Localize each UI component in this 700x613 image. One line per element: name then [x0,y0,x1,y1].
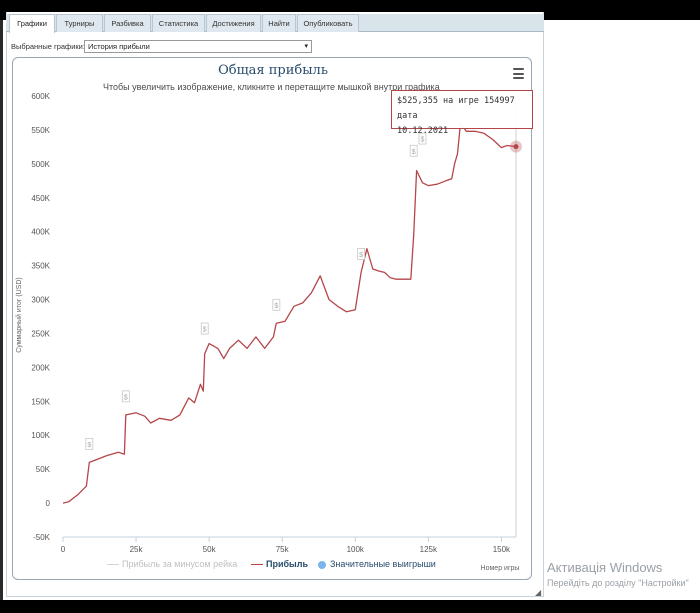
y-tick-label: 0 [46,499,51,508]
legend-item-profit[interactable]: Прибыль [251,559,308,569]
selected-charts-label: Выбранные графики: [11,42,85,51]
big-win-marker-symbol: $ [359,252,363,259]
y-tick-label: 500K [31,160,50,169]
x-axis-label: Номер игры [481,565,520,572]
bottom-black-bar [0,600,700,613]
big-win-marker [85,437,94,450]
data-tooltip: $525,355 на игре 154997 дата 10.12.2021 [391,90,533,136]
legend-label-net-of-rake: Прибыль за минусом рейка [122,559,238,569]
legend-label-profit: Прибыль [266,559,308,569]
chart-container[interactable] [12,57,532,580]
profit-series-line [62,122,517,504]
window-left-edge [0,20,3,600]
big-win-marker-symbol: $ [421,137,425,144]
y-tick-label: 400K [31,228,50,237]
y-tick-label: 150K [31,397,50,406]
x-tick-label: 75k [276,545,290,554]
tab-tournaments[interactable]: Турниры [56,14,103,32]
chevron-down-icon: ▾ [304,43,308,50]
chart-subtitle: Чтобы увеличить изображение, кликните и … [103,82,440,92]
big-win-marker-symbol: $ [203,327,207,334]
y-tick-label: -50K [33,533,51,542]
tab-statistics[interactable]: Статистика [152,14,205,32]
y-tick-label: 100K [31,431,50,440]
y-tick-label: 200K [31,363,50,372]
big-win-marker [418,132,427,145]
legend-item-net-of-rake[interactable]: Прибыль за минусом рейка [107,559,237,569]
tooltip-line-1: $525,355 на игре 154997 дата [397,96,515,121]
tooltip-line-2: 10.12.2021 [397,126,449,136]
big-win-marker-symbol: $ [124,394,128,401]
big-win-marker [200,322,209,335]
resize-grip-icon[interactable]: ◢ [535,588,542,597]
chart-selector-dropdown[interactable]: История прибыли ▾ [84,40,312,53]
windows-activation-watermark: Активація Windows Перейдіть до розділу "… [547,560,689,588]
y-tick-label: 50K [36,465,51,474]
big-win-marker-symbol: $ [274,303,278,310]
legend-label-big-wins: Значительные выигрыши [330,559,436,569]
watermark-title: Активація Windows [547,560,663,575]
hamburger-menu-icon[interactable] [513,68,524,79]
big-win-marker [357,247,366,260]
x-tick-label: 100k [347,545,365,554]
x-tick-label: 50k [203,545,217,554]
big-win-marker [272,298,281,311]
chart-title: Общая прибыль [218,63,328,78]
x-tick-label: 0 [61,545,66,554]
y-tick-label: 550K [31,126,50,135]
big-win-marker [409,144,418,157]
y-tick-label: 350K [31,262,50,271]
y-tick-label: 600K [31,92,50,101]
hover-point [513,144,519,150]
tab-find[interactable]: Найти [262,14,296,32]
tab-achievements[interactable]: Достижения [206,14,261,32]
big-win-marker-symbol: $ [412,149,416,156]
tab-publish[interactable]: Опубликовать [297,14,359,32]
watermark-subtitle: Перейдіть до розділу "Настройки" [547,578,689,588]
big-win-marker-symbol: $ [87,442,91,449]
x-tick-label: 25k [130,545,144,554]
legend-item-big-wins[interactable]: Значительные выигрыши [318,559,436,569]
y-tick-label: 300K [31,296,50,305]
x-tick-label: 125k [420,545,438,554]
y-tick-label: 250K [31,329,50,338]
y-axis-label: Суммарный итог (USD) [15,277,23,353]
big-win-marker [121,390,130,403]
tab-strip: Графики Турниры Разбивка Статистика Дост… [6,14,544,33]
tab-breakdown[interactable]: Разбивка [104,14,151,32]
tab-charts[interactable]: Графики [9,14,55,33]
chart-selector-value: История прибыли [88,42,150,51]
x-tick-label: 150k [493,545,511,554]
y-tick-label: 450K [31,194,50,203]
